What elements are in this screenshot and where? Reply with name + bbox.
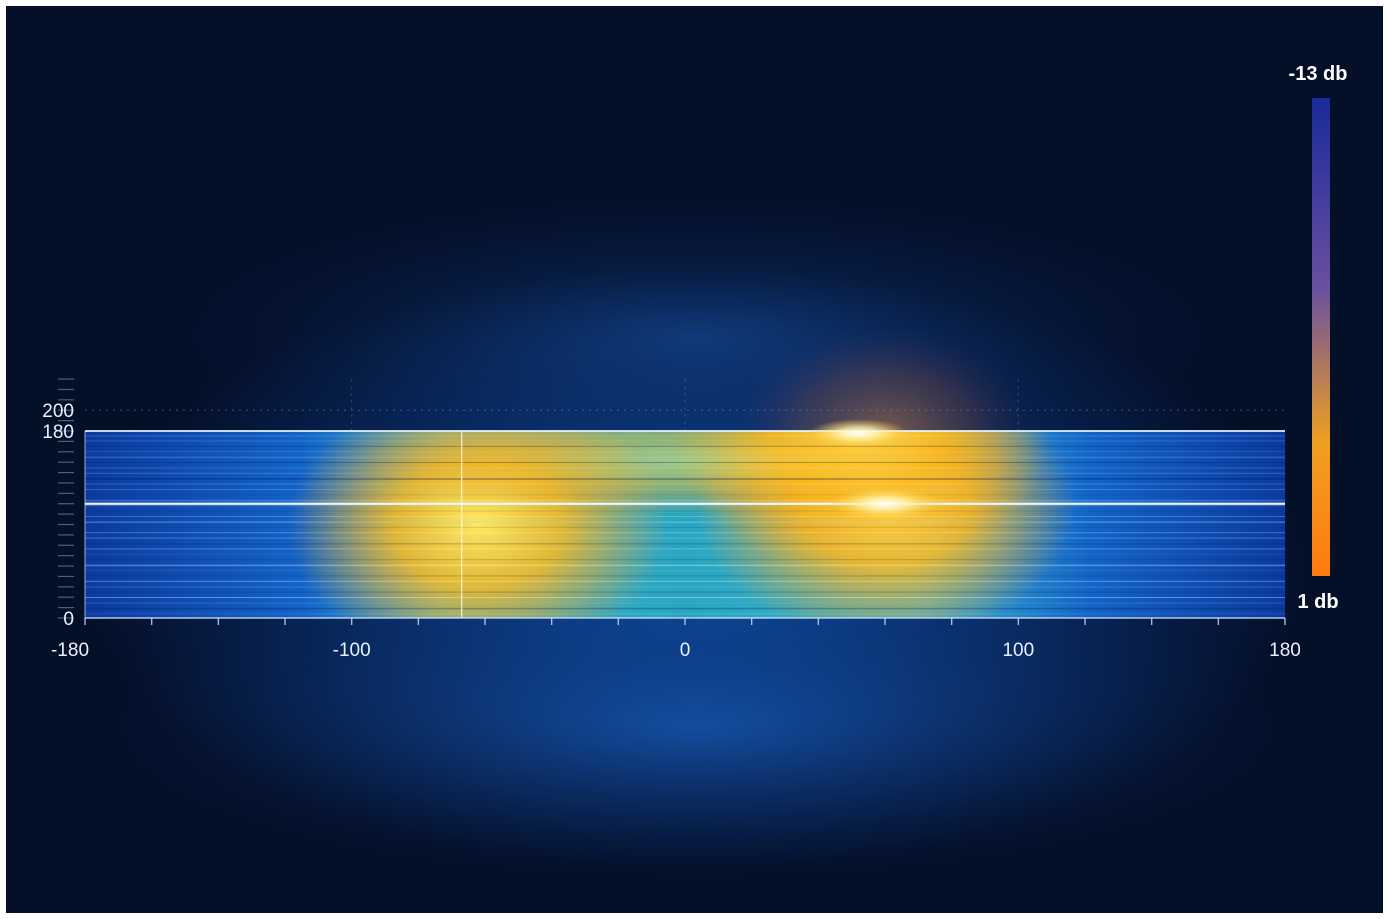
- band-stripe: [85, 489, 1285, 490]
- band-stripe: [85, 435, 1285, 437]
- band-stripes: [85, 435, 1285, 615]
- reference-lines: [85, 430, 1285, 618]
- band-stripe: [85, 543, 1285, 545]
- glow-peak: [830, 487, 940, 520]
- band-stripe: [85, 591, 1285, 593]
- band-stripe: [85, 483, 1285, 485]
- band-stripe: [85, 580, 1285, 582]
- band-stripe: [85, 510, 1285, 512]
- highlight-glows: [808, 419, 940, 520]
- band-stripe: [85, 553, 1285, 555]
- band-stripe: [85, 597, 1285, 598]
- band-stripe: [85, 472, 1285, 474]
- x-tick-label: 100: [1002, 640, 1034, 661]
- band-stripe: [85, 494, 1285, 496]
- band-stripe: [85, 456, 1285, 459]
- x-tick-label: -100: [333, 640, 371, 661]
- x-tick-label: 0: [680, 640, 691, 661]
- band-stripe: [85, 559, 1285, 561]
- band-stripe: [85, 532, 1285, 534]
- y-tick-label: 180: [42, 422, 74, 443]
- y-tick-label: 200: [42, 401, 74, 422]
- chart-frame: -180 -100 0 100 180 0 180 200 -13 db 1 db: [6, 6, 1383, 913]
- band-stripe: [85, 575, 1285, 577]
- colorbar-bottom-label: 1 db: [1297, 591, 1338, 613]
- band-stripe: [85, 467, 1285, 469]
- band-stripe: [85, 451, 1285, 453]
- band-stripe: [85, 537, 1285, 539]
- band-stripe: [85, 505, 1285, 507]
- band-stripe: [85, 570, 1285, 571]
- band-stripe: [85, 521, 1285, 523]
- band-stripe: [85, 607, 1285, 610]
- band-stripe: [85, 613, 1285, 615]
- glow-peak: [808, 419, 909, 447]
- band-stripe: [85, 548, 1285, 550]
- band-stripe: [85, 516, 1285, 517]
- band-stripe: [85, 602, 1285, 604]
- band-stripe: [85, 499, 1285, 502]
- colorbar: [1312, 98, 1330, 576]
- band-stripe: [85, 440, 1285, 442]
- band-stripe: [85, 526, 1285, 528]
- x-tick-label: -180: [51, 640, 89, 661]
- y-tick-label: 0: [63, 609, 74, 630]
- water-reflection: [76, 566, 1316, 886]
- band-stripe: [85, 586, 1285, 588]
- band-stripe: [85, 564, 1285, 567]
- colorbar-top-label: -13 db: [1289, 63, 1348, 85]
- x-tick-label: 180: [1269, 640, 1301, 661]
- band-stripe: [85, 478, 1285, 480]
- band-stripe: [85, 462, 1285, 463]
- band-stripe: [85, 445, 1285, 447]
